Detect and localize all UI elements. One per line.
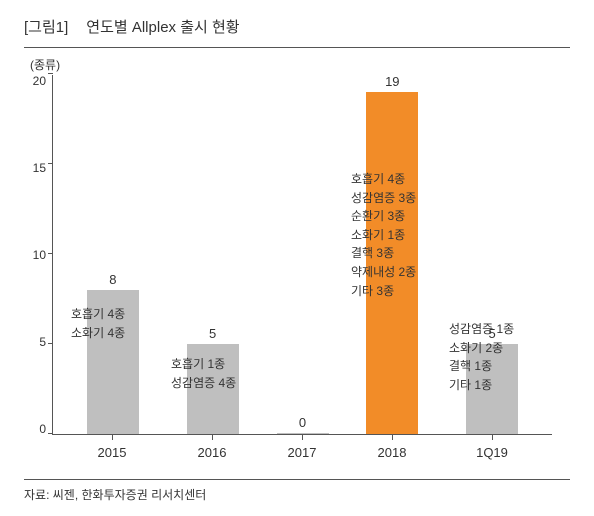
x-tick-mark: [492, 435, 493, 440]
source-text: 자료: 씨젠, 한화투자증권 리서치센터: [24, 479, 570, 503]
bar-annotation: 성감염증 1종소화기 2종결핵 1종기타 1종: [449, 320, 514, 394]
y-tick-label: 10: [33, 249, 46, 261]
plot-area: 850195호흡기 4종소화기 4종호흡기 1종성감염증 4종호흡기 4종성감염…: [52, 75, 552, 435]
y-tick-mark: [48, 163, 53, 164]
x-tick-mark: [112, 435, 113, 440]
x-tick-label: 2018: [378, 445, 407, 460]
bar-value-label: 5: [209, 326, 216, 341]
x-tick-label: 2016: [198, 445, 227, 460]
y-tick-label: 0: [39, 423, 46, 435]
y-axis: 20 15 10 5 0: [24, 75, 52, 435]
bar-annotation: 호흡기 4종성감염증 3종순환기 3종소화기 1종결핵 3종약제내성 2종기타 …: [351, 170, 416, 300]
y-axis-unit: (종류): [30, 56, 570, 73]
x-tick-mark: [212, 435, 213, 440]
figure-title: 연도별 Allplex 출시 현황: [86, 16, 239, 37]
x-tick-label: 2017: [288, 445, 317, 460]
figure-tag: [그림1]: [24, 16, 68, 37]
bar-value-label: 19: [385, 74, 399, 89]
x-tick-mark: [392, 435, 393, 440]
x-tick-label: 2015: [98, 445, 127, 460]
chart: 20 15 10 5 0 8 5 0 19 5 호흡기 4종소화기 4종호흡기 1종성감염증 4종…: [24, 75, 570, 435]
bar-value-label: 0: [299, 415, 306, 430]
x-axis: 20152016201720181Q19: [52, 435, 552, 445]
y-tick-mark: [48, 433, 53, 434]
x-tick-mark: [302, 435, 303, 440]
y-tick-mark: [48, 253, 53, 254]
y-tick-label: 15: [33, 162, 46, 174]
y-tick-mark: [48, 73, 53, 74]
bar-value-label: 8: [109, 272, 116, 287]
y-tick-mark: [48, 343, 53, 344]
bar: 0: [277, 433, 329, 434]
bar-annotation: 호흡기 1종성감염증 4종: [171, 355, 236, 392]
bar-annotation: 호흡기 4종소화기 4종: [71, 305, 125, 342]
title-row: [그림1] 연도별 Allplex 출시 현황: [24, 16, 570, 48]
x-tick-label: 1Q19: [476, 445, 508, 460]
y-tick-label: 5: [39, 336, 46, 348]
y-tick-label: 20: [33, 75, 46, 87]
